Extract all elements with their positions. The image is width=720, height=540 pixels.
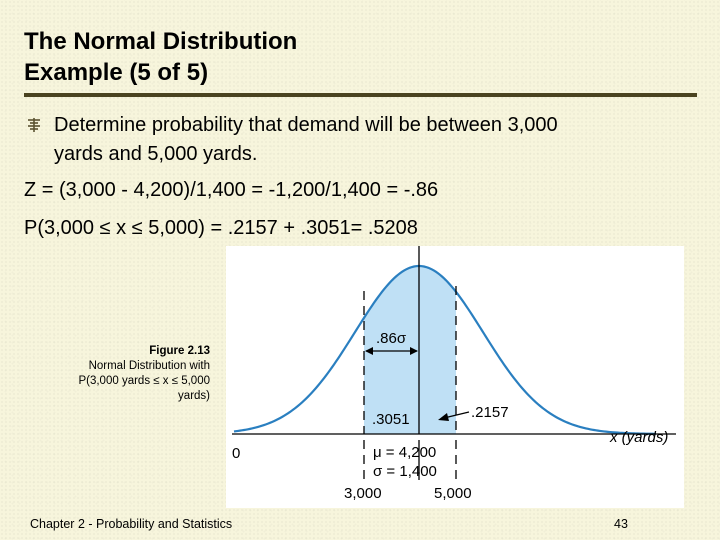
- normal-curve-svg: .86σ .3051 .2157 0 x (yards) μ = 4,200 σ…: [232, 246, 676, 502]
- footer-page-number: 43: [614, 517, 628, 531]
- caption-line-3: yards): [178, 390, 210, 402]
- title-line-2: Example (5 of 5): [24, 59, 209, 86]
- sigma-distance-label: .86σ: [376, 330, 407, 347]
- pointer-arrow-line: [443, 411, 470, 419]
- title-divider: [24, 93, 697, 97]
- tick-label-5000: 5,000: [434, 485, 472, 502]
- x-axis-label: x (yards): [609, 429, 668, 446]
- area-left-label: .3051: [372, 411, 410, 428]
- slide-title: The Normal Distribution Example (5 of 5): [24, 26, 297, 88]
- probability-formula: P(3,000 ≤ x ≤ 5,000) = .2157 + .3051= .5…: [24, 217, 418, 239]
- z-formula: Z = (3,000 - 4,200)/1,400 = -1,200/1,400…: [24, 179, 439, 201]
- sigma-label: σ = 1,400: [373, 463, 437, 480]
- caption-title: Figure 2.13: [149, 345, 210, 357]
- normal-distribution-figure: .86σ .3051 .2157 0 x (yards) μ = 4,200 σ…: [226, 246, 684, 508]
- zero-label: 0: [232, 445, 240, 462]
- area-right-label: .2157: [471, 404, 509, 421]
- normal-curve: [233, 264, 657, 435]
- title-line-1: The Normal Distribution: [24, 28, 298, 55]
- caption-line-2: P(3,000 yards ≤ x ≤ 5,000: [78, 375, 210, 387]
- figure-caption: Figure 2.13 Normal Distribution with P(3…: [40, 344, 210, 404]
- caption-line-1: Normal Distribution with: [88, 360, 210, 372]
- arrowhead-right: [410, 347, 418, 355]
- bullet-text-line-1: Determine probability that demand will b…: [54, 114, 558, 136]
- winding-bullet-icon: [28, 118, 40, 132]
- arrowhead-left: [365, 347, 373, 355]
- bullet-text-line-2: yards and 5,000 yards.: [54, 143, 258, 165]
- tick-label-3000: 3,000: [344, 485, 382, 502]
- pointer-arrowhead: [438, 413, 449, 421]
- mean-label: μ = 4,200: [373, 444, 436, 461]
- footer-chapter: Chapter 2 - Probability and Statistics: [30, 517, 233, 531]
